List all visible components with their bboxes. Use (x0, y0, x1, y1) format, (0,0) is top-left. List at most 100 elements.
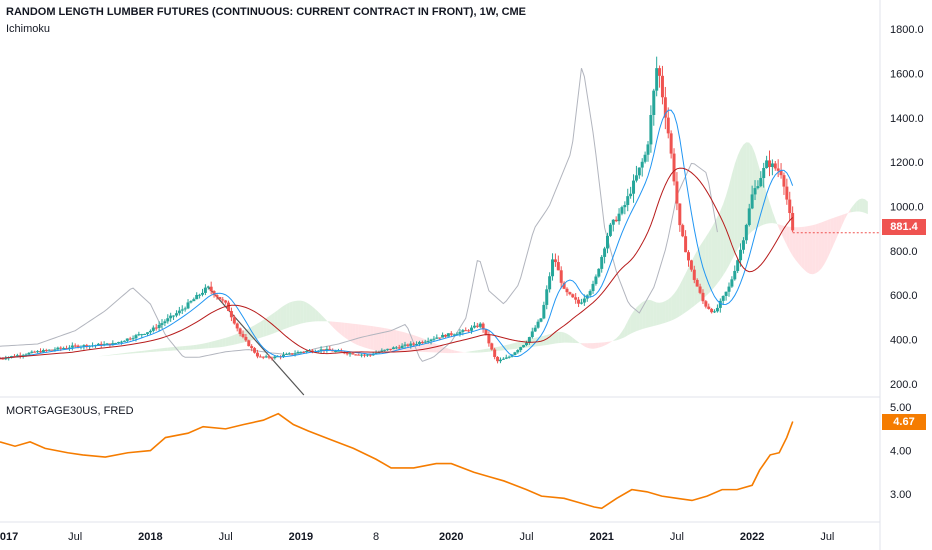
candle-body (122, 340, 126, 342)
candle-body (302, 351, 306, 353)
candle-body (634, 175, 638, 181)
cloud-segment (433, 343, 437, 353)
candle-body (623, 205, 627, 208)
candle-body (429, 339, 433, 342)
cloud-segment (804, 226, 808, 273)
candle-body (527, 337, 531, 343)
candle-body (160, 323, 164, 325)
cloud-segment (101, 355, 105, 357)
cloud-segment (546, 334, 550, 345)
candle-body (380, 350, 384, 353)
cloud-segment (801, 226, 805, 270)
candle-body (394, 347, 398, 349)
cloud-segment (841, 213, 845, 226)
candle-body (0, 358, 2, 360)
candle-body (65, 348, 69, 350)
cloud-segment (827, 218, 831, 259)
candle-body (27, 352, 31, 355)
candle-body (597, 268, 601, 277)
candle-body (496, 356, 500, 362)
cloud-segment (610, 340, 614, 343)
cloud-segment (341, 322, 345, 338)
candle-body (487, 334, 491, 344)
candle-body (267, 356, 271, 358)
cloud-segment (668, 297, 672, 322)
cloud-segment (361, 324, 365, 348)
candle-body (507, 356, 511, 358)
candle-body (493, 349, 497, 357)
candle-body (649, 114, 653, 145)
cloud-segment (118, 353, 122, 355)
candle-body (542, 304, 546, 319)
cloud-segment (219, 338, 223, 348)
cloud-segment (864, 199, 868, 215)
cloud-segment (517, 341, 521, 349)
x-tick-label: Jul (670, 531, 684, 543)
cloud-segment (274, 310, 278, 333)
candle-body (215, 295, 219, 298)
cloud-segment (338, 322, 342, 335)
cloud-segment (798, 227, 802, 267)
candle-body (710, 308, 714, 313)
cloud-segment (812, 224, 816, 275)
candle-body (146, 332, 150, 334)
candle-body (33, 351, 37, 353)
cloud-segment (257, 321, 261, 339)
candle-body (666, 117, 670, 134)
cloud-segment (509, 343, 513, 350)
candle-body (125, 338, 129, 341)
cloud-segment (335, 321, 339, 333)
candle-body (238, 328, 242, 334)
cloud-segment (297, 300, 301, 325)
y-tick-label: 1400.0 (890, 113, 924, 125)
cloud-segment (135, 351, 139, 354)
candle-body (643, 154, 647, 162)
cloud-segment (332, 321, 336, 330)
candle-body (235, 323, 239, 329)
candle-body (548, 276, 552, 290)
candle-body (779, 170, 783, 176)
candle-body (461, 330, 465, 332)
cloud-segment (723, 195, 727, 276)
cloud-segment (277, 307, 281, 332)
candle-body (672, 153, 676, 182)
cloud-segment (653, 301, 657, 327)
base-line (0, 167, 793, 359)
cloud-segment (231, 334, 235, 346)
candle-body (409, 343, 413, 346)
candle-body (293, 353, 297, 355)
cloud-segment (115, 353, 119, 355)
candle-body (464, 330, 468, 332)
candle-body (478, 323, 482, 327)
cloud-segment (601, 342, 605, 347)
candle-body (594, 276, 598, 284)
cloud-segment (202, 343, 206, 349)
trend-line (207, 285, 305, 396)
candle-body (695, 279, 699, 287)
candle-body (281, 354, 285, 357)
cloud-segment (500, 345, 504, 351)
candle-body (704, 301, 708, 307)
candle-body (305, 351, 309, 353)
candle-body (4, 358, 8, 360)
cloud-segment (303, 301, 307, 323)
candle-body (232, 317, 236, 324)
candle-body (180, 309, 184, 311)
candle-body (455, 333, 459, 335)
cloud-segment (190, 345, 194, 350)
candle-body (739, 249, 743, 261)
cloud-segment (561, 331, 565, 343)
candle-body (224, 300, 228, 303)
candle-body (247, 340, 251, 347)
x-tick-label: 2022 (740, 531, 764, 543)
candle-body (467, 330, 471, 332)
candle-body (400, 345, 404, 349)
cloud-segment (130, 351, 134, 354)
cloud-segment (350, 323, 353, 343)
candle-body (70, 345, 74, 348)
cloud-segment (674, 289, 677, 320)
cloud-segment (807, 225, 810, 274)
candle-body (675, 181, 679, 204)
candle-body (397, 347, 401, 349)
cloud-segment (815, 223, 819, 274)
